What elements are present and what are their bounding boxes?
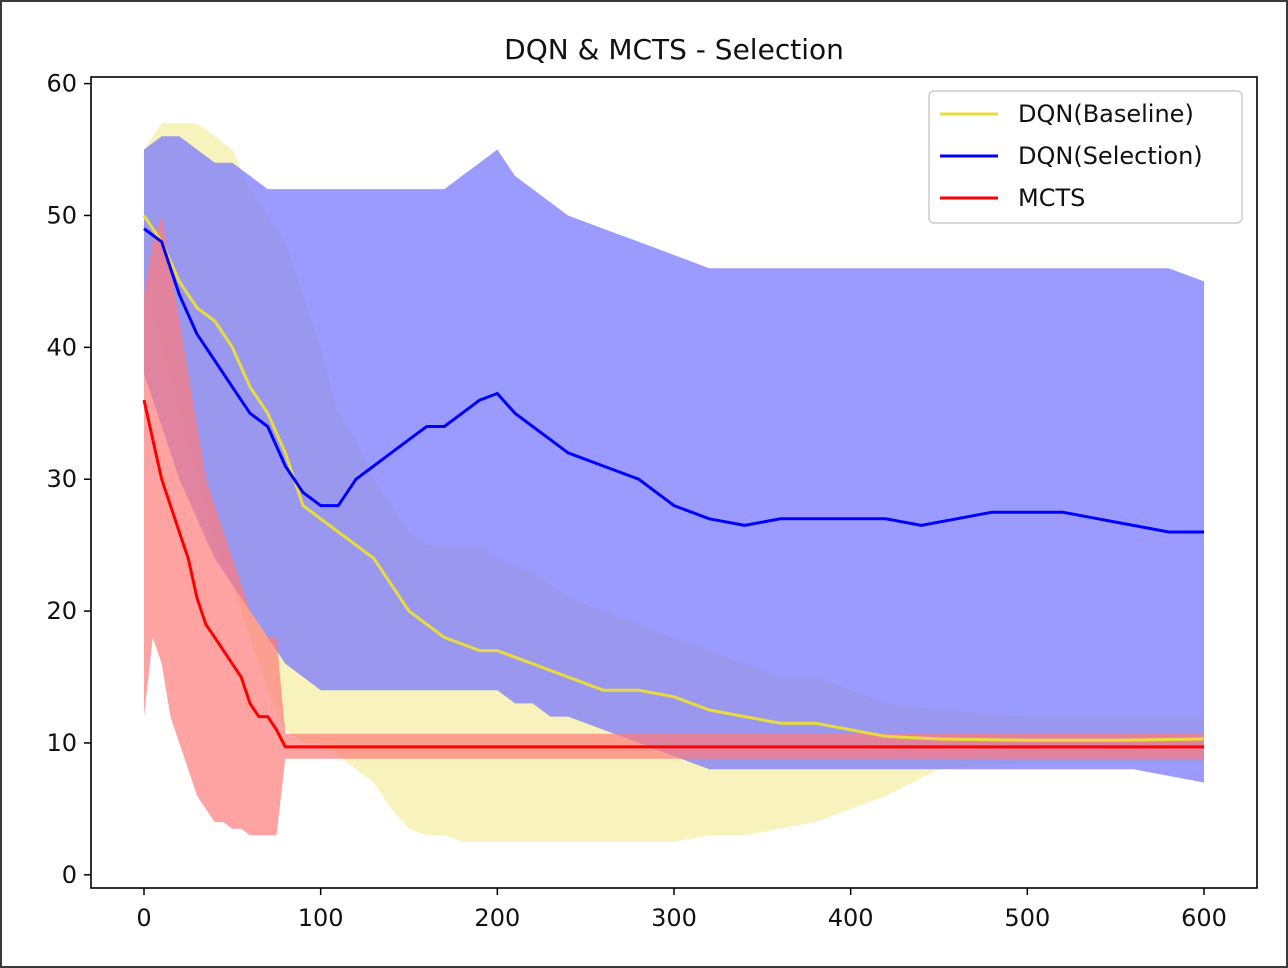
series-line-mcts xyxy=(142,399,1204,749)
y-tick-label: 50 xyxy=(46,201,77,229)
y-tick-label: 10 xyxy=(46,729,77,757)
band-mcts xyxy=(144,215,1204,836)
x-tick-label: 100 xyxy=(298,904,344,932)
x-tick-label: 200 xyxy=(474,904,520,932)
y-tick-label: 40 xyxy=(46,333,77,361)
legend-box xyxy=(928,90,1243,224)
band-dqn-selection xyxy=(144,136,1204,783)
band-layer xyxy=(144,123,1204,842)
legend: DQN(Baseline) DQN(Selection) MCTS xyxy=(928,90,1243,224)
x-axis: 0 100 200 300 400 500 600 xyxy=(136,888,1227,932)
line-layer xyxy=(142,214,1205,749)
series-line-dqn-baseline xyxy=(142,214,1205,742)
y-axis: 0 10 20 30 40 50 60 xyxy=(46,70,91,889)
y-tick-label: 20 xyxy=(46,597,77,625)
legend-label-mcts: MCTS xyxy=(1018,184,1085,212)
series-line-dqn-selection xyxy=(143,227,1204,534)
chart-title: DQN & MCTS - Selection xyxy=(504,33,844,66)
legend-label-dqn-baseline: DQN(Baseline) xyxy=(1018,100,1194,128)
y-tick-label: 30 xyxy=(46,465,77,493)
legend-label-dqn-selection: DQN(Selection) xyxy=(1018,142,1203,170)
y-tick-label: 60 xyxy=(46,70,77,98)
x-tick-label: 500 xyxy=(1004,904,1050,932)
x-tick-label: 400 xyxy=(828,904,874,932)
y-tick-label: 0 xyxy=(62,861,77,889)
x-tick-label: 600 xyxy=(1181,904,1227,932)
x-tick-label: 300 xyxy=(651,904,697,932)
x-tick-label: 0 xyxy=(136,904,151,932)
